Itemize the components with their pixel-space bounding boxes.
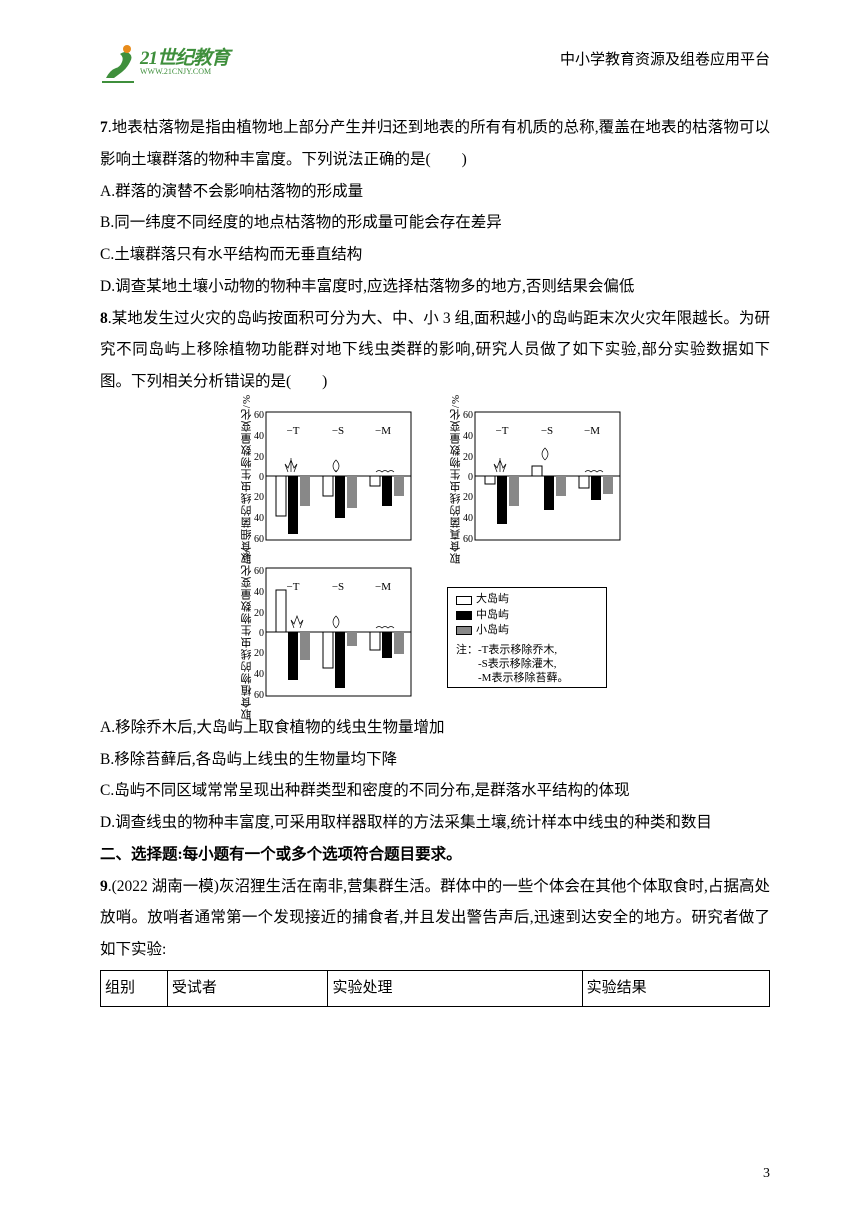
q7-num: 7 (100, 119, 108, 136)
charts-row-1: 取食细菌的线虫生物数量变化/% 604020 0 204060 −T−S−M (100, 404, 770, 554)
q7-opt-a: A.群落的演替不会影响枯落物的形成量 (100, 176, 770, 208)
svg-text:−T: −T (287, 581, 300, 593)
table-row: 组别 受试者 实验处理 实验结果 (101, 971, 770, 1007)
chart-3: 取食植物的线虫生物数量变化/% 604020 0 204060 −T−S−M (238, 560, 423, 710)
q8-stem: .某地发生过火灾的岛屿按面积可分为大、中、小 3 组,面积越小的岛屿距末次火灾年… (100, 310, 770, 391)
q7-opt-c: C.土壤群落只有水平结构而无垂直结构 (100, 239, 770, 271)
logo: 21世纪教育 WWW.21CNJY.COM (100, 40, 229, 84)
q7: 7.地表枯落物是指由植物地上部分产生并归还到地表的所有有机质的总称,覆盖在地表的… (100, 112, 770, 176)
page-content: 7.地表枯落物是指由植物地上部分产生并归还到地表的所有有机质的总称,覆盖在地表的… (100, 112, 770, 1007)
q8-opt-a: A.移除乔木后,大岛屿上取食植物的线虫生物量增加 (100, 712, 770, 744)
q7-opt-b: B.同一纬度不同经度的地点枯落物的形成量可能会存在差异 (100, 207, 770, 239)
chart3-ylabel: 取食植物的线虫生物数量变化/% (236, 550, 259, 720)
page-number: 3 (763, 1166, 770, 1182)
svg-text:−M: −M (375, 425, 391, 437)
th-3: 实验处理 (328, 971, 582, 1007)
q9-stem: .(2022 湖南一模)灰沼狸生活在南非,营集群生活。群体中的一些个体会在其他个… (100, 878, 770, 959)
legend-note2: -S表示移除灌木, (456, 657, 598, 671)
svg-text:−T: −T (287, 425, 300, 437)
legend-3: 小岛屿 (476, 623, 509, 638)
experiment-table: 组别 受试者 实验处理 实验结果 (100, 970, 770, 1007)
th-4: 实验结果 (582, 971, 769, 1007)
q8-num: 8 (100, 310, 108, 327)
legend-note3: -M表示移除苔藓。 (456, 671, 598, 685)
legend-1: 大岛屿 (476, 592, 509, 607)
svg-text:−S: −S (541, 425, 553, 437)
legend-2: 中岛屿 (476, 608, 509, 623)
svg-text:0: 0 (468, 472, 473, 483)
svg-text:−S: −S (332, 425, 344, 437)
page-header: 21世纪教育 WWW.21CNJY.COM 中小学教育资源及组卷应用平台 (100, 40, 770, 84)
svg-text:−S: −S (332, 581, 344, 593)
logo-main-text: 21世纪教育 (140, 49, 229, 68)
logo-sub-text: WWW.21CNJY.COM (140, 68, 229, 76)
legend-note1: 注：-T表示移除乔木, (456, 643, 598, 657)
q8-opt-d: D.调查线虫的物种丰富度,可采用取样器取样的方法采集土壤,统计样本中线虫的种类和… (100, 807, 770, 839)
q8-opt-c: C.岛屿不同区域常常呈现出种群类型和密度的不同分布,是群落水平结构的体现 (100, 775, 770, 807)
q8: 8.某地发生过火灾的岛屿按面积可分为大、中、小 3 组,面积越小的岛屿距末次火灾… (100, 303, 770, 398)
th-1: 组别 (101, 971, 168, 1007)
svg-text:0: 0 (259, 472, 264, 483)
chart1-ylabel: 取食细菌的线虫生物数量变化/% (236, 394, 259, 564)
chart-2: 取食真菌的线虫生物数量变化/% 604020 0 204060 −T−S−M (447, 404, 632, 554)
svg-text:−T: −T (496, 425, 509, 437)
logo-runner-icon (100, 40, 136, 84)
chart-1: 取食细菌的线虫生物数量变化/% 604020 0 204060 −T−S−M (238, 404, 423, 554)
q8-opt-b: B.移除苔藓后,各岛屿上线虫的生物量均下降 (100, 744, 770, 776)
q9: 9.(2022 湖南一模)灰沼狸生活在南非,营集群生活。群体中的一些个体会在其他… (100, 871, 770, 966)
svg-text:0: 0 (259, 628, 264, 639)
header-platform-text: 中小学教育资源及组卷应用平台 (560, 40, 770, 69)
q9-num: 9 (100, 878, 108, 895)
th-2: 受试者 (167, 971, 328, 1007)
legend-block: 大岛屿 中岛屿 小岛屿 注：-T表示移除乔木, -S表示移除灌木, -M表示移除… (447, 560, 632, 710)
q7-opt-d: D.调查某地土壤小动物的物种丰富度时,应选择枯落物多的地方,否则结果会偏低 (100, 271, 770, 303)
q7-stem: .地表枯落物是指由植物地上部分产生并归还到地表的所有有机质的总称,覆盖在地表的枯… (100, 119, 770, 168)
svg-text:−M: −M (584, 425, 600, 437)
chart2-ylabel: 取食真菌的线虫生物数量变化/% (445, 394, 468, 564)
svg-text:−M: −M (375, 581, 391, 593)
section-2-heading: 二、选择题:每小题有一个或多个选项符合题目要求。 (100, 839, 770, 871)
charts-row-2: 取食植物的线虫生物数量变化/% 604020 0 204060 −T−S−M (100, 560, 770, 710)
